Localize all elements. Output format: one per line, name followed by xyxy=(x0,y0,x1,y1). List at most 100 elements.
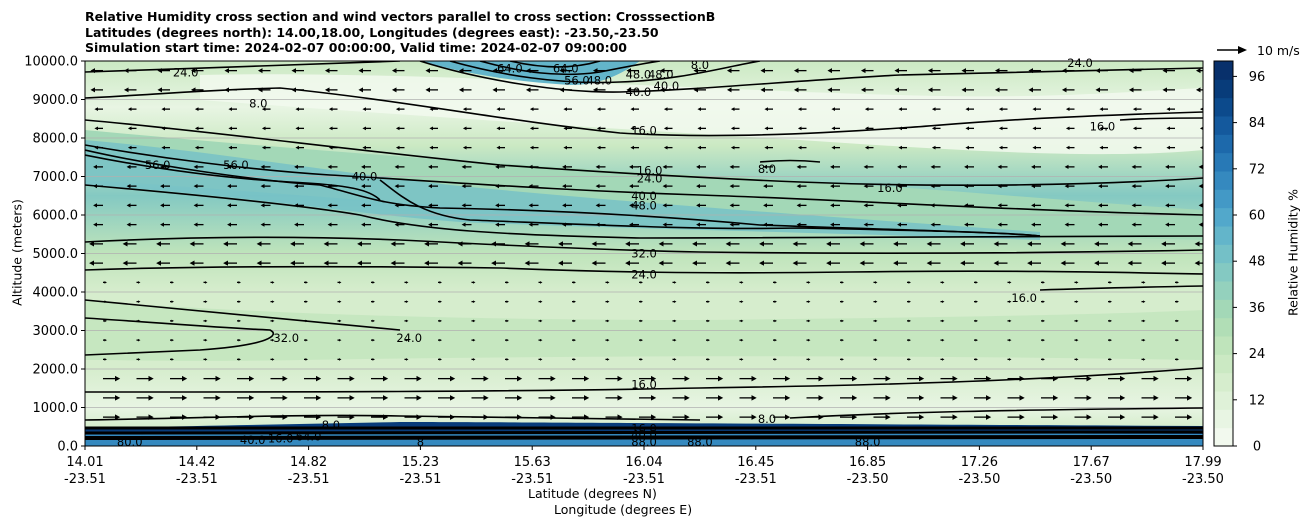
wind-vector-head xyxy=(260,222,265,227)
wind-vector-head xyxy=(328,107,333,112)
wind-vector-head xyxy=(1198,184,1203,189)
grid-lines xyxy=(85,99,1203,408)
wind-vector-head xyxy=(127,145,132,150)
wind-vector-head xyxy=(138,338,141,342)
wind-vector-head xyxy=(785,375,791,382)
wind-vector-head xyxy=(707,281,710,284)
wind-vector-head xyxy=(651,375,657,382)
wind-vector-head xyxy=(997,164,1002,169)
wind-vector-head xyxy=(960,260,965,266)
wind-vector-head xyxy=(428,222,432,227)
contour-label: 24.0 xyxy=(1067,56,1093,70)
wind-vector-head xyxy=(1031,203,1035,208)
wind-vector-head xyxy=(1099,145,1103,150)
wind-vector-head xyxy=(975,281,978,284)
wind-vector-head xyxy=(249,414,255,420)
contour-16-upper xyxy=(85,87,1203,137)
wind-vector-head xyxy=(171,358,174,361)
wind-vector-head xyxy=(894,68,899,74)
title-line-1: Relative Humidity cross section and wind… xyxy=(85,9,716,24)
wind-vector-head xyxy=(707,300,710,303)
wind-vector-head xyxy=(926,241,932,247)
wind-vector-head xyxy=(1166,145,1170,150)
wind-vector-head xyxy=(1098,184,1102,189)
wind-vector-head xyxy=(228,126,232,131)
wind-vector-head xyxy=(930,222,935,227)
wind-vector-head xyxy=(525,68,531,74)
wind-vector-head xyxy=(559,68,564,74)
wind-vector-head xyxy=(827,87,832,93)
contour-40-upper xyxy=(419,61,1203,93)
wind-vector-head xyxy=(1194,260,1200,266)
contour-24-mid xyxy=(85,119,1203,187)
wind-vector-head xyxy=(123,87,129,93)
wind-vector-head xyxy=(272,300,275,303)
x-axis-label-longitude: Longitude (degrees E) xyxy=(554,502,693,517)
wind-vector-head xyxy=(104,358,107,361)
wind-vector-head xyxy=(205,319,208,323)
wind-vector-head xyxy=(1176,281,1179,284)
colorbar-tick-label: 0 xyxy=(1253,440,1261,455)
wind-vector-head xyxy=(323,260,329,266)
wind-vector-head xyxy=(1153,375,1159,382)
wind-vector-head xyxy=(998,107,1003,112)
wind-vector-head xyxy=(339,319,342,323)
wind-vector-head xyxy=(429,145,433,150)
wind-vector-head xyxy=(875,338,878,342)
wind-vector-head xyxy=(126,203,131,208)
wind-vector-head xyxy=(852,395,858,401)
wind-vectors xyxy=(89,68,1203,420)
wind-vector-head xyxy=(818,395,824,401)
wind-vector-head xyxy=(148,414,154,420)
x-tick-label-lon: -23.51 xyxy=(64,472,106,487)
wind-vector-head xyxy=(148,395,154,401)
wind-vector-head xyxy=(94,126,98,131)
wind-vector-head xyxy=(439,358,442,361)
wind-vector-head xyxy=(763,164,767,169)
contour-label: 40.0 xyxy=(631,427,657,441)
wind-vector-head xyxy=(1076,300,1079,303)
wind-vector-head xyxy=(725,241,731,247)
y-tick-label: 6000.0 xyxy=(33,209,79,224)
wind-vector-head xyxy=(115,414,121,420)
wind-vector-head xyxy=(826,260,831,266)
wind-vector-head xyxy=(930,184,935,189)
wind-vector-head xyxy=(1064,203,1069,208)
colorbar-ticks: 0 12 24 36 48 60 72 84 96 xyxy=(1233,70,1265,455)
wind-vector-head xyxy=(726,87,732,93)
wind-vector-head xyxy=(897,164,901,169)
wind-vector-head xyxy=(1094,260,1099,266)
wind-vector-head xyxy=(224,68,229,74)
wind-vector-head xyxy=(630,145,634,150)
wind-vector-head xyxy=(148,375,154,382)
wind-vector-head xyxy=(785,395,791,401)
wind-vector-head xyxy=(607,319,610,323)
wind-vector-head xyxy=(797,126,802,131)
wind-vector-head xyxy=(952,395,958,401)
wind-vector-head xyxy=(626,68,631,74)
wind-vector-head xyxy=(617,375,623,382)
wind-vector-head xyxy=(1009,338,1012,342)
wind-vector-head xyxy=(1086,375,1092,382)
wind-vector-head xyxy=(897,203,901,208)
wind-vector-head xyxy=(540,338,543,342)
wind-vector-head xyxy=(563,126,567,131)
wind-vector-head xyxy=(1132,145,1137,150)
wind-vector-head xyxy=(305,300,308,303)
colorbar-bands xyxy=(1214,61,1233,447)
wind-vector-head xyxy=(529,126,534,131)
contour-48-lower xyxy=(379,179,1041,237)
wind-vector-head xyxy=(931,107,936,112)
colorbar-band xyxy=(1214,299,1233,319)
wind-vector-head xyxy=(1153,414,1159,420)
colorbar-band xyxy=(1214,317,1233,337)
wind-vector-head xyxy=(1120,395,1126,401)
wind-vector-head xyxy=(425,68,430,74)
contour-label: 56.0 xyxy=(145,158,171,172)
colorbar-tick-label: 84 xyxy=(1249,116,1266,131)
contour-56-top xyxy=(479,61,661,76)
wind-vector-head xyxy=(640,281,643,284)
colorbar-label: Relative Humidity % xyxy=(1285,189,1301,316)
x-tick-label-lat: 17.99 xyxy=(1184,455,1221,470)
colorbar-band xyxy=(1214,372,1233,392)
